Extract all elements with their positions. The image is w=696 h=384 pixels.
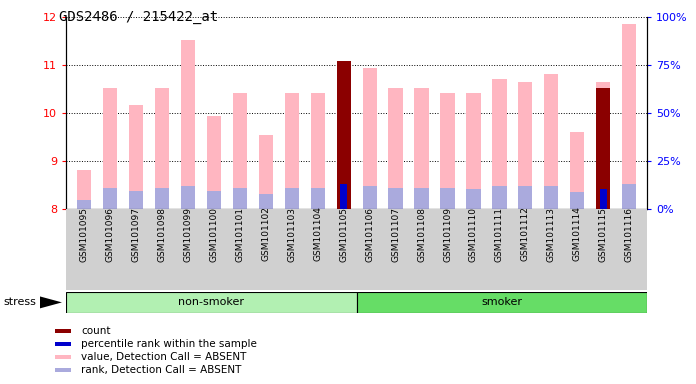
- Bar: [519, 186, 532, 209]
- Bar: [538, 209, 564, 290]
- Bar: [544, 74, 558, 209]
- Bar: [383, 209, 409, 290]
- Polygon shape: [40, 296, 62, 308]
- Bar: [434, 209, 461, 290]
- Bar: [259, 135, 273, 209]
- Bar: [356, 209, 383, 290]
- Text: rank, Detection Call = ABSENT: rank, Detection Call = ABSENT: [81, 365, 242, 375]
- Bar: [71, 209, 97, 290]
- Bar: [77, 200, 91, 209]
- Bar: [466, 93, 480, 209]
- Bar: [103, 188, 118, 209]
- Bar: [279, 209, 305, 290]
- Bar: [564, 209, 590, 290]
- Bar: [310, 188, 325, 209]
- Bar: [570, 132, 585, 209]
- Bar: [337, 61, 351, 209]
- Bar: [129, 105, 143, 209]
- Bar: [103, 88, 118, 209]
- Bar: [181, 40, 195, 209]
- Bar: [285, 93, 299, 209]
- Bar: [414, 188, 429, 209]
- Text: smoker: smoker: [482, 297, 523, 308]
- Bar: [201, 209, 227, 290]
- Bar: [123, 209, 149, 290]
- Bar: [622, 25, 636, 209]
- Bar: [55, 342, 72, 346]
- Bar: [622, 184, 636, 209]
- Bar: [337, 61, 351, 209]
- Bar: [331, 209, 356, 290]
- Bar: [310, 93, 325, 209]
- Bar: [77, 170, 91, 209]
- Bar: [55, 355, 72, 359]
- Text: stress: stress: [3, 297, 36, 308]
- Bar: [570, 192, 585, 209]
- Bar: [233, 188, 247, 209]
- Bar: [441, 188, 454, 209]
- Bar: [590, 209, 616, 290]
- Bar: [596, 186, 610, 209]
- Bar: [175, 209, 201, 290]
- Bar: [55, 368, 72, 372]
- Bar: [305, 209, 331, 290]
- Bar: [388, 188, 403, 209]
- Bar: [409, 209, 434, 290]
- Bar: [129, 191, 143, 209]
- Bar: [487, 209, 512, 290]
- Bar: [466, 189, 480, 209]
- Bar: [544, 186, 558, 209]
- Bar: [388, 88, 403, 209]
- Bar: [253, 209, 279, 290]
- Bar: [414, 88, 429, 209]
- Bar: [233, 93, 247, 209]
- Bar: [207, 191, 221, 209]
- Bar: [512, 209, 538, 290]
- Bar: [441, 93, 454, 209]
- Bar: [616, 209, 642, 290]
- Bar: [97, 209, 123, 290]
- Bar: [207, 116, 221, 209]
- Bar: [596, 82, 610, 209]
- Bar: [461, 209, 487, 290]
- Bar: [337, 184, 351, 209]
- Bar: [259, 194, 273, 209]
- Bar: [356, 292, 647, 313]
- Text: value, Detection Call = ABSENT: value, Detection Call = ABSENT: [81, 352, 246, 362]
- Bar: [363, 186, 377, 209]
- Bar: [340, 184, 347, 209]
- Bar: [227, 209, 253, 290]
- Bar: [181, 186, 195, 209]
- Bar: [149, 209, 175, 290]
- Bar: [596, 88, 610, 209]
- Bar: [155, 188, 169, 209]
- Bar: [155, 88, 169, 209]
- Text: non-smoker: non-smoker: [178, 297, 244, 308]
- Bar: [66, 292, 356, 313]
- Bar: [600, 189, 607, 209]
- Text: count: count: [81, 326, 111, 336]
- Text: percentile rank within the sample: percentile rank within the sample: [81, 339, 257, 349]
- Bar: [363, 68, 377, 209]
- Bar: [492, 79, 507, 209]
- Bar: [519, 82, 532, 209]
- Bar: [492, 186, 507, 209]
- Bar: [55, 329, 72, 333]
- Bar: [285, 188, 299, 209]
- Text: GDS2486 / 215422_at: GDS2486 / 215422_at: [59, 10, 219, 23]
